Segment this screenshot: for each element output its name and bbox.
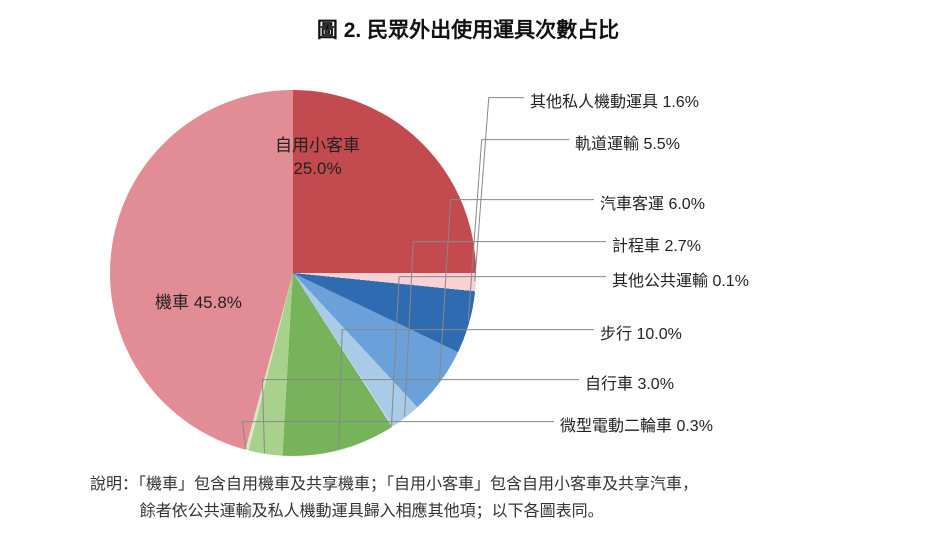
footnote-line1: 說明：「機車」包含自用機車及共享機車；「自用小客車」包含自用小客車及共享汽車， <box>90 476 698 493</box>
footnote-line2: 餘者依公共運輸及私人機動運具歸入相應其他項；以下各圖表同。 <box>90 498 604 525</box>
pie-external-label: 汽車客運 6.0% <box>600 190 705 214</box>
pie-internal-label: 機車 45.8% <box>155 292 242 315</box>
chart-title: 圖 2. 民眾外出使用運具次數占比 <box>0 14 936 44</box>
pie-external-label: 計程車 2.7% <box>612 232 701 256</box>
pie-external-label: 其他私人機動運具 1.6% <box>530 88 699 112</box>
pie-internal-label: 自用小客車25.0% <box>275 135 360 181</box>
pie-external-label: 其他公共運輸 0.1% <box>612 267 749 291</box>
figure-page: 圖 2. 民眾外出使用運具次數占比 自用小客車25.0% 機車 45.8% 其他私… <box>0 0 936 543</box>
pie-external-label: 軌道運輸 5.5% <box>575 130 680 154</box>
pie-external-label: 步行 10.0% <box>600 320 682 344</box>
pie-external-label: 微型電動二輪車 0.3% <box>560 412 713 436</box>
pie-external-label: 自行車 3.0% <box>585 370 674 394</box>
chart-footnote: 說明：「機車」包含自用機車及共享機車；「自用小客車」包含自用小客車及共享汽車， … <box>90 471 876 525</box>
